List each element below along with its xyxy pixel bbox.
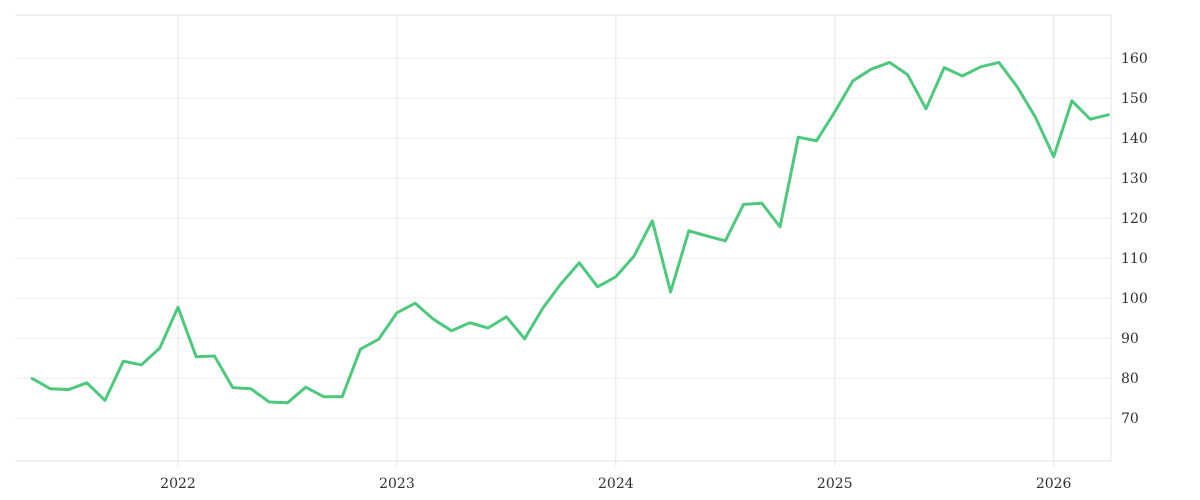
y-axis-tick-label: 100 xyxy=(1121,291,1148,307)
x-axis-tick-label: 2022 xyxy=(160,476,196,492)
price-series-line xyxy=(30,60,1110,405)
y-axis-tick-label: 140 xyxy=(1121,131,1148,147)
y-axis-tick-label: 110 xyxy=(1121,251,1148,267)
x-axis-tick-label: 2026 xyxy=(1036,476,1072,492)
y-axis-tick-label: 90 xyxy=(1121,331,1139,347)
y-axis-tick-label: 150 xyxy=(1121,91,1148,107)
x-axis-tick-label: 2023 xyxy=(379,476,415,492)
y-axis-tick-label: 160 xyxy=(1121,51,1148,67)
y-axis-tick-label: 120 xyxy=(1121,211,1148,227)
y-axis-tick-label: 80 xyxy=(1121,371,1139,387)
y-axis-tick-label: 130 xyxy=(1121,171,1148,187)
x-axis-tick-label: 2024 xyxy=(598,476,634,492)
y-axis-tick-label: 70 xyxy=(1121,411,1139,427)
x-axis-tick-label: 2025 xyxy=(817,476,853,492)
